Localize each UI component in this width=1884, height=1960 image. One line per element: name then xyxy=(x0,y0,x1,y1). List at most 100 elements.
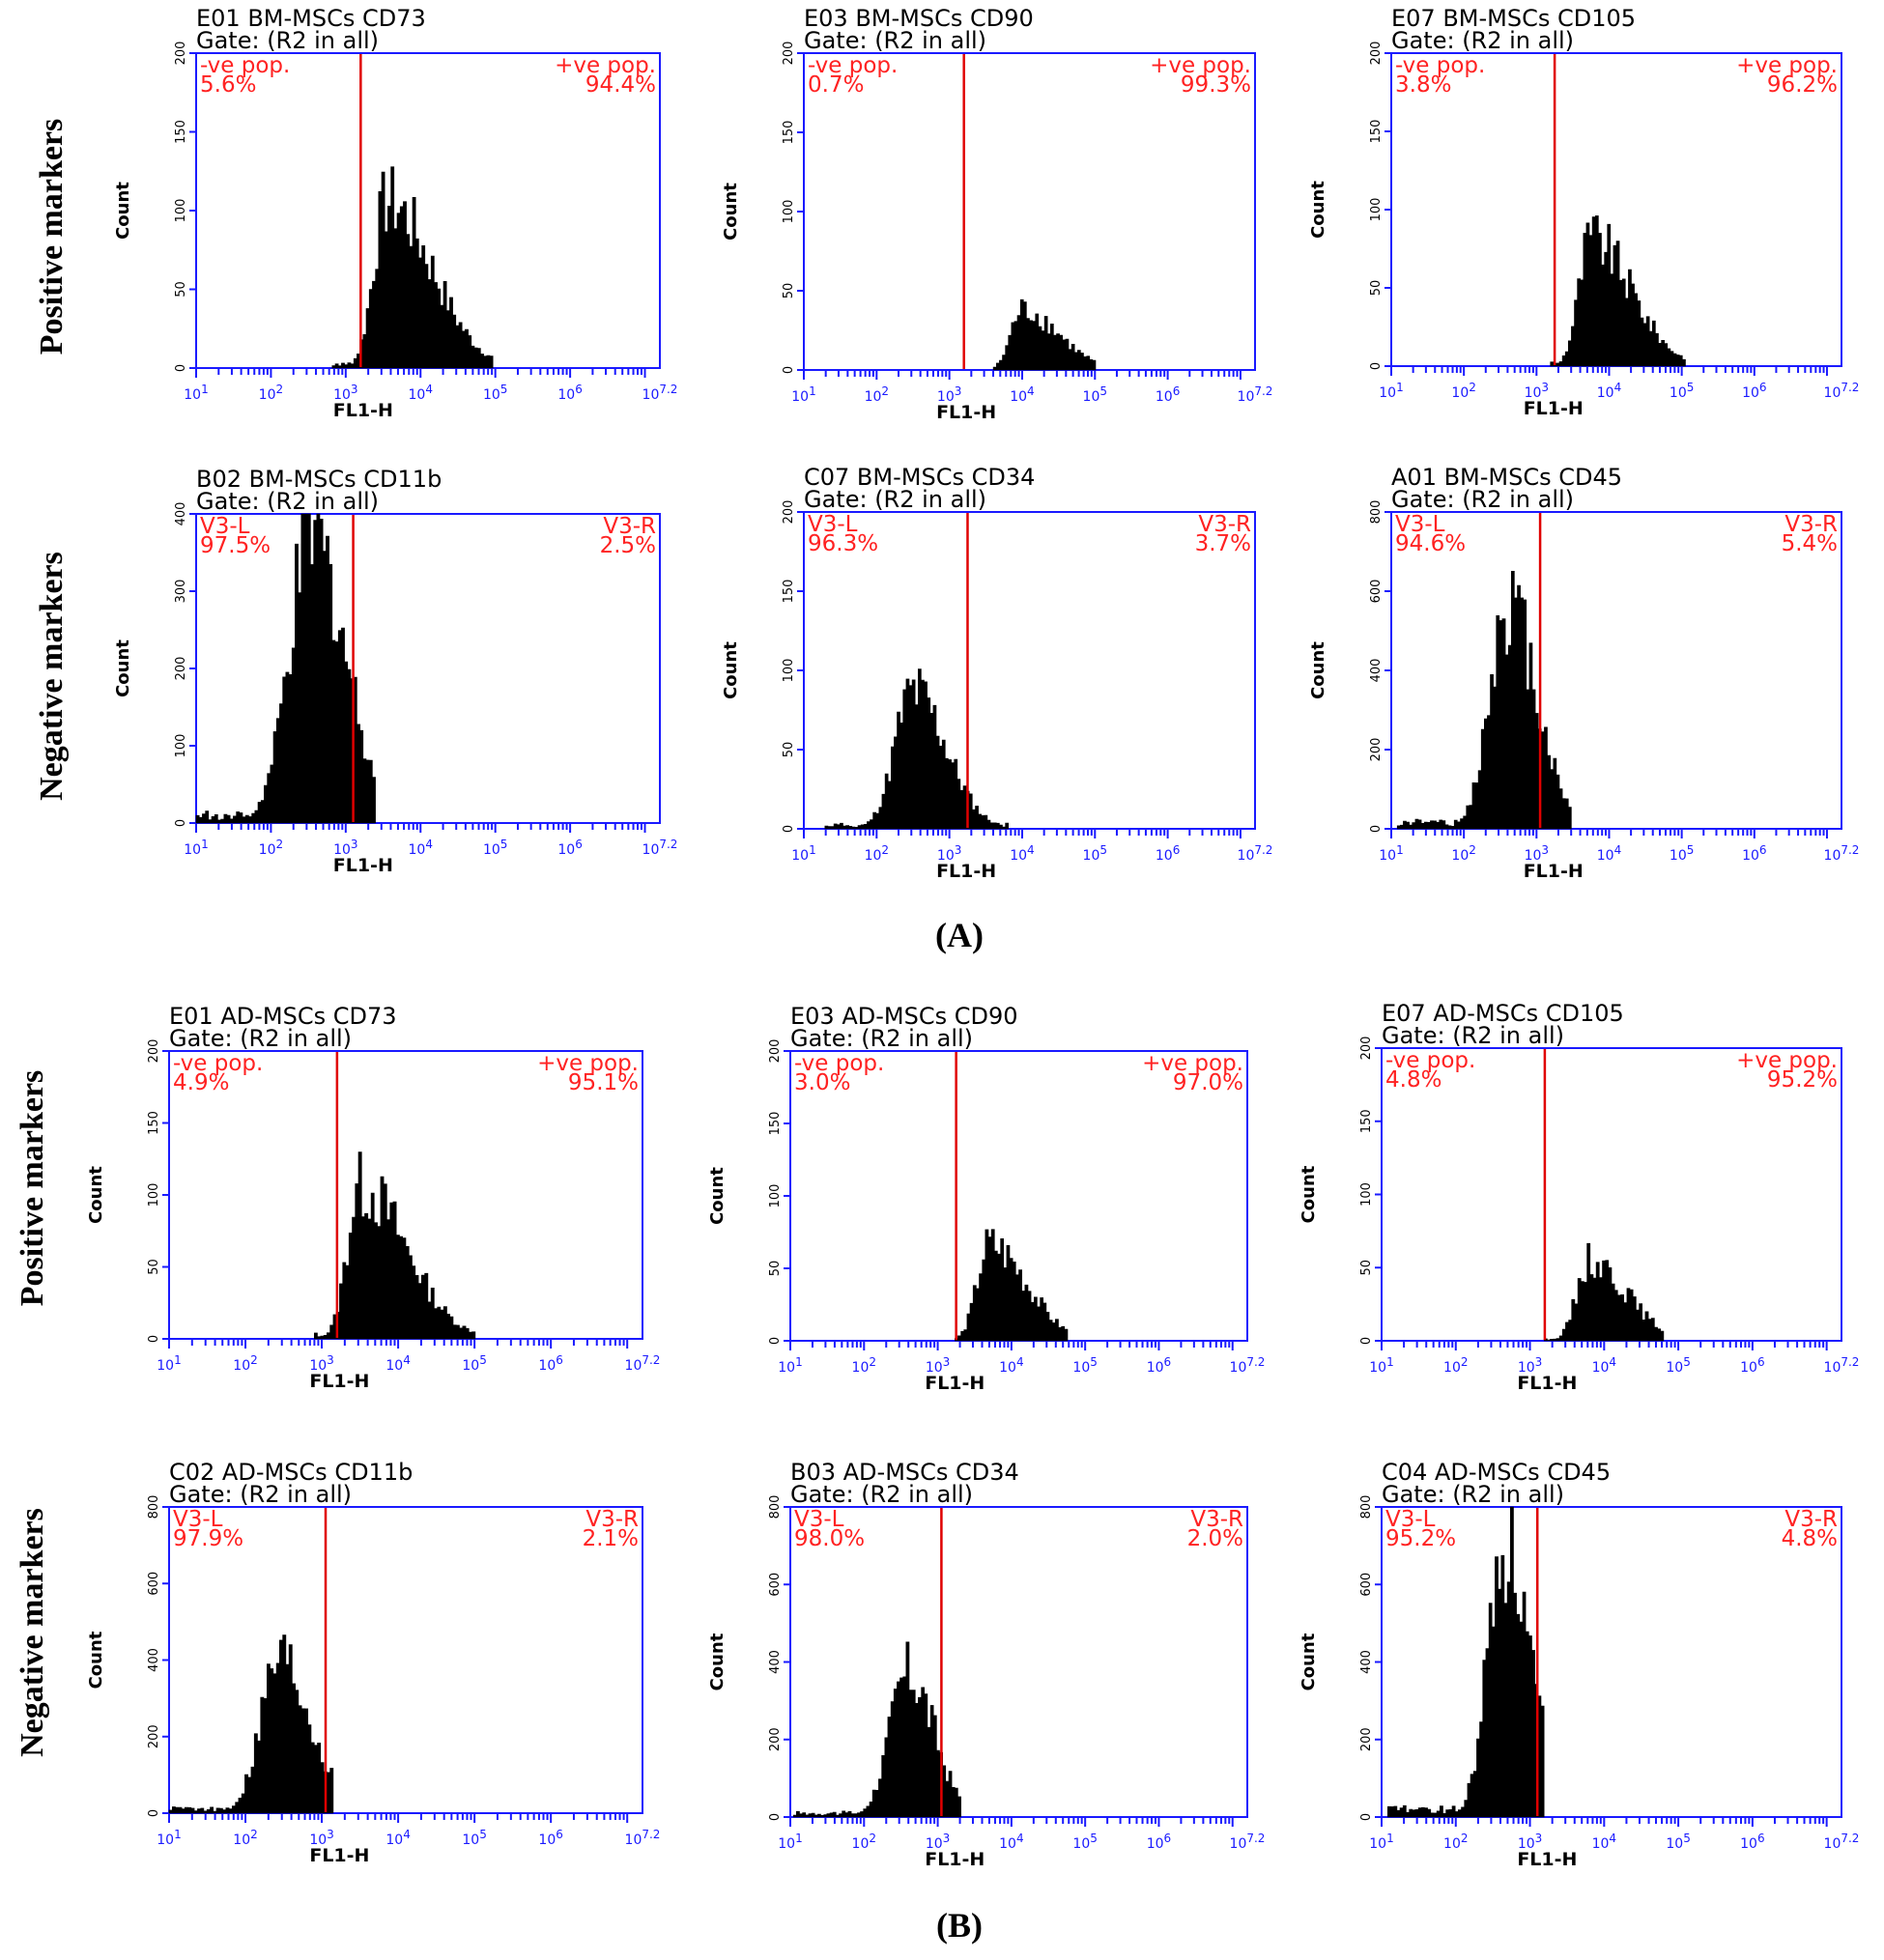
y-tick-label: 150 xyxy=(174,120,188,144)
y-tick-label: 600 xyxy=(768,1573,783,1597)
x-tick-label: 103 xyxy=(937,843,961,864)
y-tick-label: 100 xyxy=(782,200,796,224)
x-tick-label: 103 xyxy=(1518,1355,1542,1376)
right-region-name: +ve pop. xyxy=(1736,53,1838,78)
y-tick-label: 150 xyxy=(1369,120,1384,144)
row-label-negative-a: Negative markers xyxy=(34,552,70,801)
histogram-bars xyxy=(331,166,494,369)
y-tick-label: 800 xyxy=(1359,1495,1374,1520)
x-tick-label: 105 xyxy=(462,1828,486,1848)
left-region-name: -ve pop. xyxy=(173,1051,263,1076)
right-region-name: V3-R xyxy=(1198,512,1251,537)
y-axis-label: Count xyxy=(1299,1633,1319,1690)
y-tick-label: 200 xyxy=(1369,738,1384,762)
x-axis-label: FL1-H xyxy=(936,402,996,423)
y-tick-label: 0 xyxy=(1359,1813,1374,1821)
x-tick-label: 102 xyxy=(865,384,889,405)
y-tick-label: 50 xyxy=(1369,280,1384,297)
panel-title: A01 BM-MSCs CD45 xyxy=(1391,464,1622,491)
x-tick-label: 103 xyxy=(1525,843,1549,864)
x-axis-label: FL1-H xyxy=(1517,1373,1577,1394)
x-tick-label: 106 xyxy=(1742,381,1766,401)
left-region-value: 97.5% xyxy=(200,533,271,558)
y-axis-label: Count xyxy=(113,639,133,697)
x-axis-label: FL1-H xyxy=(333,855,393,876)
x-tick-label: 102 xyxy=(852,1355,876,1376)
plot-frame xyxy=(168,1506,643,1814)
y-tick-label: 200 xyxy=(782,42,796,66)
y-axis-label: Count xyxy=(1308,641,1328,699)
y-tick-label: 150 xyxy=(1359,1109,1374,1133)
x-tick-label: 106 xyxy=(1147,1355,1171,1376)
y-tick-label: 100 xyxy=(1369,198,1384,222)
row-label-positive-a: Positive markers xyxy=(34,119,70,355)
x-tick-label: 105 xyxy=(1072,1355,1097,1376)
x-tick-label: 104 xyxy=(1010,384,1034,405)
right-region-value: 2.0% xyxy=(1187,1526,1243,1551)
histogram-bars xyxy=(824,668,1009,830)
plot-frame xyxy=(195,513,661,824)
left-region-value: 4.9% xyxy=(173,1070,229,1095)
y-tick-label: 200 xyxy=(1369,42,1384,66)
x-tick-label: 103 xyxy=(937,384,961,405)
x-tick-label: 101 xyxy=(184,838,208,858)
left-region-value: 94.6% xyxy=(1395,531,1466,556)
right-region-name: +ve pop. xyxy=(1736,1048,1838,1073)
panel-gate: Gate: (R2 in all) xyxy=(169,1481,352,1508)
left-region-value: 95.2% xyxy=(1385,1526,1456,1551)
x-tick-label: 102 xyxy=(259,383,283,403)
y-tick-label: 400 xyxy=(147,1648,161,1672)
x-tick-label: 106 xyxy=(1742,843,1766,864)
row-label-negative-b: Negative markers xyxy=(14,1508,50,1757)
histogram-bars xyxy=(1387,1506,1545,1818)
x-tick-label: 106 xyxy=(538,1828,562,1848)
y-axis-label: Count xyxy=(1299,1165,1319,1223)
left-region-name: V3-L xyxy=(200,514,250,539)
panel-title: E01 BM-MSCs CD73 xyxy=(196,5,426,32)
x-tick-label: 106 xyxy=(1740,1832,1764,1852)
plot-frame xyxy=(1381,1506,1842,1818)
left-region-value: 4.8% xyxy=(1385,1067,1442,1093)
x-tick-label: 103 xyxy=(309,1828,333,1848)
panel-title: E07 BM-MSCs CD105 xyxy=(1391,5,1636,32)
y-tick-label: 800 xyxy=(768,1495,783,1520)
x-tick-label: 102 xyxy=(1451,843,1475,864)
histogram-bars xyxy=(1550,215,1686,367)
x-tick-label: 103 xyxy=(1518,1832,1542,1852)
left-region-value: 3.8% xyxy=(1395,72,1451,98)
y-tick-label: 50 xyxy=(1359,1260,1374,1276)
x-tick-label: 101 xyxy=(184,383,208,403)
right-region-value: 3.7% xyxy=(1195,531,1251,556)
panel-title: B03 AD-MSCs CD34 xyxy=(790,1459,1019,1486)
x-tick-label: 102 xyxy=(259,838,283,858)
x-tick-label: 103 xyxy=(926,1355,950,1376)
x-tick-label: 105 xyxy=(1670,843,1694,864)
histogram-bars xyxy=(195,513,376,824)
left-region-value: 5.6% xyxy=(200,72,256,98)
y-tick-label: 0 xyxy=(782,825,796,833)
y-tick-label: 400 xyxy=(768,1650,783,1674)
panel-gate: Gate: (R2 in all) xyxy=(196,488,379,515)
x-tick-label: 101 xyxy=(1369,1832,1393,1852)
x-tick-label: 105 xyxy=(1072,1832,1097,1852)
y-tick-label: 100 xyxy=(1359,1182,1374,1207)
x-tick-label: 101 xyxy=(1369,1355,1393,1376)
right-region-value: 96.2% xyxy=(1767,72,1838,98)
x-tick-label: 105 xyxy=(1083,843,1107,864)
histogram-bars xyxy=(168,1634,334,1814)
x-tick-label: 107.2 xyxy=(1824,1832,1860,1852)
x-axis-label: FL1-H xyxy=(925,1849,985,1870)
x-tick-label: 104 xyxy=(1592,1832,1616,1852)
right-region-name: V3-R xyxy=(585,1507,639,1532)
y-tick-label: 0 xyxy=(768,1813,783,1821)
y-tick-label: 200 xyxy=(147,1724,161,1748)
right-region-value: 95.1% xyxy=(568,1070,639,1095)
x-tick-label: 101 xyxy=(791,843,815,864)
left-region-value: 98.0% xyxy=(794,1526,865,1551)
y-tick-label: 150 xyxy=(147,1111,161,1135)
x-axis-label: FL1-H xyxy=(1524,861,1584,882)
y-tick-label: 100 xyxy=(174,734,188,758)
y-tick-label: 100 xyxy=(174,199,188,223)
